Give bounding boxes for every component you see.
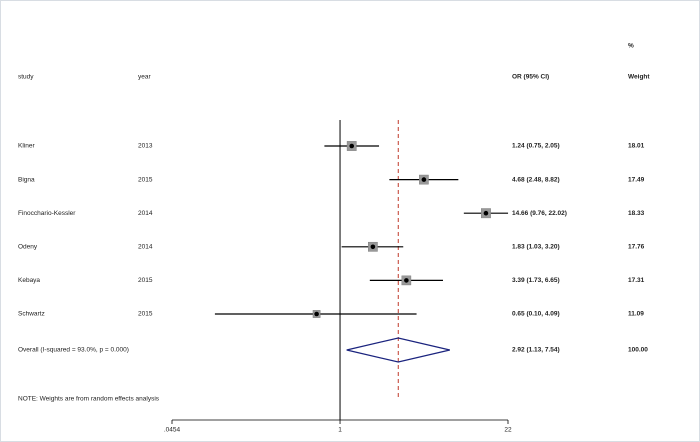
study-weight: 17.49 bbox=[628, 176, 645, 183]
point-estimate bbox=[404, 278, 409, 283]
study-ci: 0.65 (0.10, 4.09) bbox=[512, 311, 560, 318]
study-weight: 11.09 bbox=[628, 311, 644, 318]
study-name: Kebaya bbox=[18, 277, 40, 284]
study-ci: 4.68 (2.48, 8.82) bbox=[512, 176, 560, 183]
note: NOTE: Weights are from random effects an… bbox=[18, 396, 160, 403]
study-header: study bbox=[18, 74, 34, 81]
study-name: Finocchario-Kessler bbox=[18, 210, 76, 217]
pct-header: % bbox=[628, 43, 634, 50]
point-estimate bbox=[314, 311, 319, 317]
overall-ci: 2.92 (1.13, 7.54) bbox=[512, 347, 560, 354]
overall-weight: 100.00 bbox=[628, 347, 648, 354]
point-estimate bbox=[421, 177, 427, 182]
study-weight: 17.31 bbox=[628, 277, 645, 284]
study-ci: 3.39 (1.73, 6.65) bbox=[512, 277, 560, 284]
study-year: 2015 bbox=[138, 277, 153, 284]
overall-diamond bbox=[346, 337, 450, 363]
x-tick-label: 1 bbox=[338, 427, 342, 434]
study-weight: 18.01 bbox=[628, 143, 645, 150]
study-name: Bigna bbox=[18, 176, 35, 183]
ci-header: OR (95% CI) bbox=[512, 74, 549, 81]
study-ci: 14.66 (9.76, 22.02) bbox=[512, 210, 567, 217]
study-ci: 1.83 (1.03, 3.20) bbox=[512, 244, 560, 251]
study-name: Odeny bbox=[18, 244, 38, 251]
study-year: 2014 bbox=[138, 210, 153, 217]
x-tick-label: .0454 bbox=[164, 427, 181, 434]
point-estimate bbox=[349, 143, 355, 149]
study-name: Schwartz bbox=[18, 311, 45, 318]
study-weight: 17.76 bbox=[628, 244, 645, 251]
weight-header: Weight bbox=[628, 74, 650, 81]
study-name: Kliner bbox=[18, 143, 35, 150]
study-year: 2015 bbox=[138, 311, 153, 318]
study-weight: 18.33 bbox=[628, 210, 645, 217]
study-year: 2013 bbox=[138, 143, 153, 150]
study-year: 2014 bbox=[138, 244, 153, 251]
study-ci: 1.24 (0.75, 2.05) bbox=[512, 143, 560, 150]
point-estimate bbox=[483, 210, 489, 216]
year-header: year bbox=[138, 74, 151, 81]
overall-label: Overall (I-squared = 93.0%, p = 0.000) bbox=[18, 347, 129, 354]
study-year: 2015 bbox=[138, 176, 153, 183]
point-estimate bbox=[370, 244, 376, 250]
x-tick-label: 22 bbox=[504, 427, 512, 434]
